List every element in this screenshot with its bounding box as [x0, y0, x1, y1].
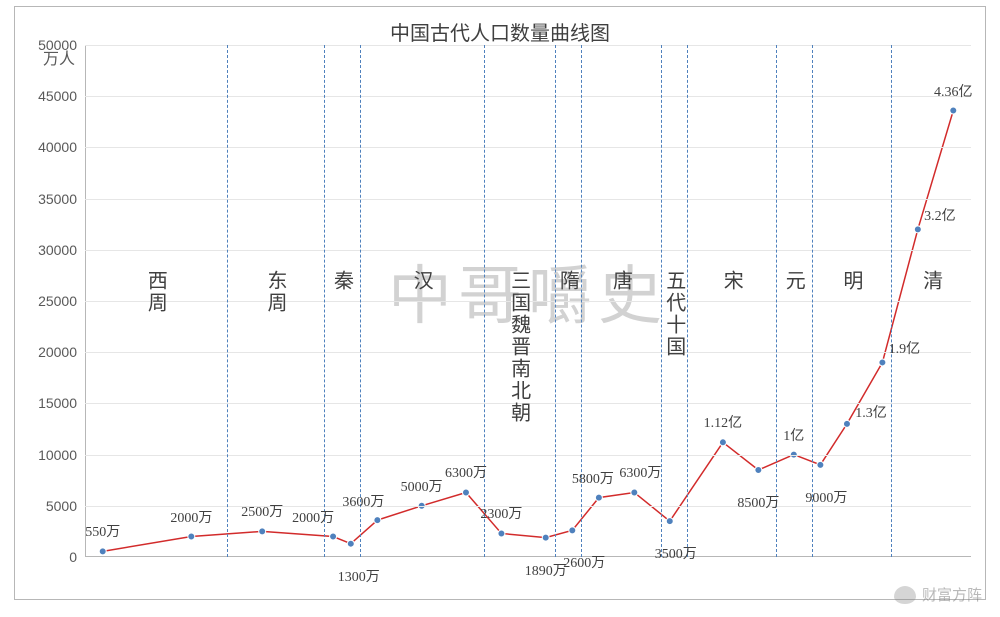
point-label: 2300万 [480, 503, 522, 523]
ytick-label: 45000 [38, 88, 77, 104]
data-point [259, 528, 266, 535]
dynasty-label: 秦 [327, 270, 356, 292]
wechat-icon [894, 586, 916, 604]
data-point [542, 534, 549, 541]
data-point [631, 489, 638, 496]
gridline [85, 147, 971, 148]
x-axis [85, 556, 971, 557]
era-divider [891, 45, 892, 557]
ytick-label: 30000 [38, 242, 77, 258]
point-label: 8500万 [737, 492, 779, 512]
point-label: 1亿 [783, 425, 804, 445]
gridline [85, 250, 971, 251]
dynasty-label: 清 [917, 270, 946, 292]
data-point [914, 226, 921, 233]
dynasty-label: 宋 [717, 270, 746, 292]
point-label: 6300万 [619, 462, 661, 482]
point-label: 1.3亿 [855, 402, 887, 422]
point-label: 6300万 [445, 462, 487, 482]
point-label: 5000万 [401, 476, 443, 496]
dynasty-label: 西周 [141, 270, 170, 314]
gridline [85, 455, 971, 456]
data-point [374, 517, 381, 524]
data-point [879, 359, 886, 366]
point-label: 3.2亿 [924, 205, 956, 225]
data-point [462, 489, 469, 496]
point-label: 1.9亿 [889, 338, 921, 358]
point-label: 2500万 [241, 501, 283, 521]
dynasty-label: 东周 [261, 270, 290, 314]
dynasty-label: 唐 [607, 270, 636, 292]
data-point [99, 548, 106, 555]
dynasty-label: 汉 [407, 270, 436, 292]
ytick-label: 10000 [38, 447, 77, 463]
data-point [188, 533, 195, 540]
point-label: 2600万 [563, 552, 605, 572]
data-point [950, 107, 957, 114]
ytick-label: 25000 [38, 293, 77, 309]
chart-title: 中国古代人口数量曲线图 [15, 17, 985, 46]
data-point [666, 518, 673, 525]
data-point [817, 461, 824, 468]
point-label: 2000万 [170, 507, 212, 527]
ytick-label: 20000 [38, 344, 77, 360]
dynasty-label: 三国魏晋南北朝 [505, 270, 534, 424]
era-divider [555, 45, 556, 557]
point-label: 4.36亿 [934, 81, 973, 101]
point-label: 1.12亿 [704, 412, 743, 432]
dynasty-label: 明 [837, 270, 866, 292]
plot-area: 中哥嚼史 05000100001500020000250003000035000… [85, 45, 971, 557]
era-divider [227, 45, 228, 557]
era-divider [812, 45, 813, 557]
ytick-label: 35000 [38, 191, 77, 207]
point-label: 2000万 [292, 507, 334, 527]
data-point [569, 527, 576, 534]
ytick-label: 0 [69, 549, 77, 565]
gridline [85, 96, 971, 97]
point-label: 3500万 [655, 543, 697, 563]
ytick-label: 15000 [38, 395, 77, 411]
dynasty-label: 五代十国 [660, 270, 689, 358]
data-point [330, 533, 337, 540]
point-label: 550万 [85, 521, 120, 541]
footer-attribution: 财富方阵 [894, 584, 982, 605]
ytick-label: 50000 [38, 37, 77, 53]
data-point [595, 494, 602, 501]
era-divider [324, 45, 325, 557]
dynasty-label: 元 [779, 270, 808, 292]
data-point [843, 420, 850, 427]
point-label: 9000万 [805, 487, 847, 507]
data-point [498, 530, 505, 537]
ytick-label: 5000 [46, 498, 77, 514]
gridline [85, 45, 971, 46]
point-label: 1890万 [525, 560, 567, 580]
data-point [719, 439, 726, 446]
data-point [755, 466, 762, 473]
era-divider [776, 45, 777, 557]
dynasty-label: 隋 [553, 270, 582, 292]
footer-text: 财富方阵 [922, 584, 982, 605]
ytick-label: 40000 [38, 139, 77, 155]
point-label: 1300万 [338, 566, 380, 586]
gridline [85, 199, 971, 200]
data-point [347, 540, 354, 547]
chart-frame: 中国古代人口数量曲线图 万人 中哥嚼史 05000100001500020000… [14, 6, 986, 600]
point-label: 3600万 [342, 491, 384, 511]
point-label: 5800万 [572, 468, 614, 488]
era-divider [360, 45, 361, 557]
